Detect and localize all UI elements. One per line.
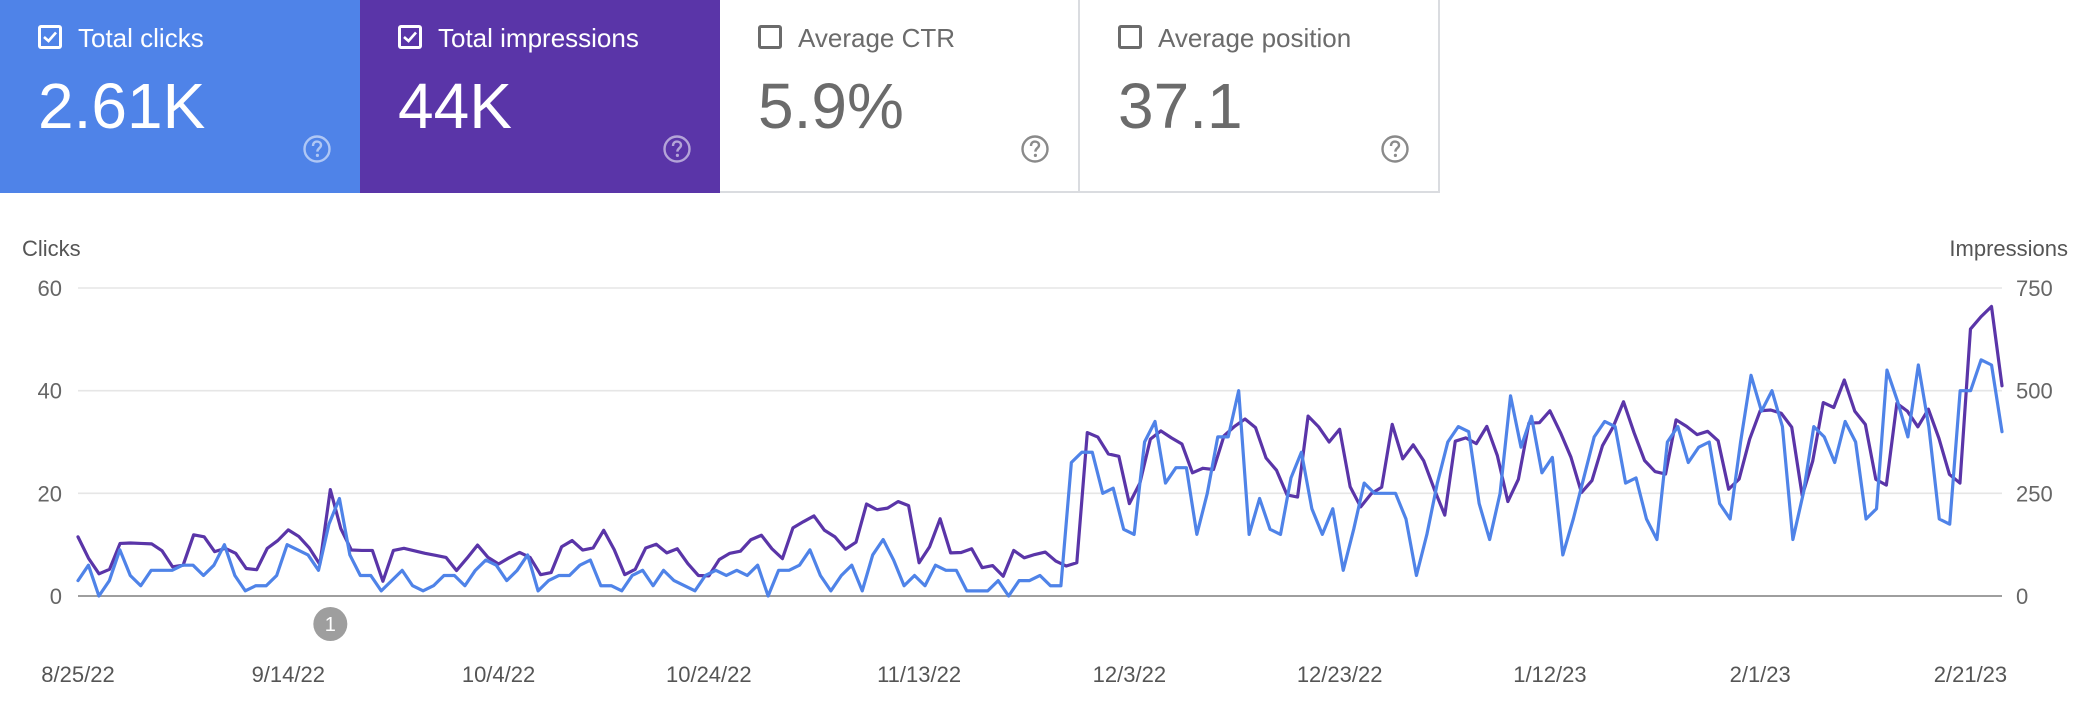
right-axis-title: Impressions: [1949, 236, 2068, 261]
x-tick-label: 11/13/22: [877, 662, 961, 687]
annotation-marker-circle: [313, 607, 348, 641]
total-impressions-value: 44K: [398, 70, 512, 142]
annotation-marker[interactable]: 1: [313, 607, 348, 641]
x-tick-label: 9/14/22: [252, 662, 325, 687]
x-tick-label: 8/25/22: [41, 662, 114, 687]
checked-checkbox-icon[interactable]: [398, 25, 422, 49]
x-tick-label: 10/4/22: [462, 662, 535, 687]
average-position-label: Average position: [1158, 23, 1352, 53]
help-icon[interactable]: [1380, 134, 1410, 164]
x-tick-label: 2/1/23: [1730, 662, 1791, 687]
right-tick-label: 250: [2016, 481, 2053, 506]
clicks-series-line: [76, 358, 2004, 598]
total-clicks-label: Total clicks: [78, 23, 204, 53]
average-position-card[interactable]: Average position 37.1: [1080, 0, 1440, 193]
help-icon[interactable]: [662, 134, 692, 164]
left-axis-title: Clicks: [22, 236, 81, 261]
performance-chart-svg: 60 40 20 0 750 500 250 0 Clicks Impressions 8/25/2…: [22, 236, 2068, 687]
total-clicks-value: 2.61K: [38, 70, 206, 142]
total-clicks-card[interactable]: Total clicks 2.61K: [0, 0, 360, 193]
annotation-marker-label: 1: [325, 614, 336, 636]
left-tick-label: 0: [50, 584, 62, 609]
help-icon[interactable]: [1020, 134, 1050, 164]
x-tick-label: 12/3/22: [1093, 662, 1166, 687]
right-tick-label: 500: [2016, 379, 2053, 404]
checked-checkbox-icon[interactable]: [38, 25, 62, 49]
total-impressions-card[interactable]: Total impressions 44K: [360, 0, 720, 193]
metric-cards: Total clicks 2.61K Total impressions 44K…: [0, 0, 1440, 193]
unchecked-checkbox-icon[interactable]: [758, 25, 782, 49]
average-position-value: 37.1: [1118, 70, 1243, 142]
right-tick-label: 0: [2016, 584, 2028, 609]
total-impressions-label: Total impressions: [438, 23, 639, 53]
x-tick-label: 2/21/23: [1934, 662, 2007, 687]
average-ctr-label: Average CTR: [798, 23, 956, 53]
right-tick-label: 750: [2016, 276, 2053, 301]
left-tick-label: 60: [38, 276, 62, 301]
x-tick-label: 10/24/22: [666, 662, 752, 687]
left-tick-label: 40: [38, 379, 62, 404]
performance-chart: 60 40 20 0 750 500 250 0 Clicks Impressions 8/25/2…: [0, 230, 2082, 708]
left-tick-label: 20: [38, 481, 62, 506]
x-tick-label: 12/23/22: [1297, 662, 1383, 687]
help-icon[interactable]: [302, 134, 332, 164]
unchecked-checkbox-icon[interactable]: [1118, 25, 1142, 49]
x-tick-label: 1/12/23: [1513, 662, 1586, 687]
impressions-series-line: [76, 304, 2004, 583]
average-ctr-value: 5.9%: [758, 70, 904, 142]
average-ctr-card[interactable]: Average CTR 5.9%: [720, 0, 1080, 193]
